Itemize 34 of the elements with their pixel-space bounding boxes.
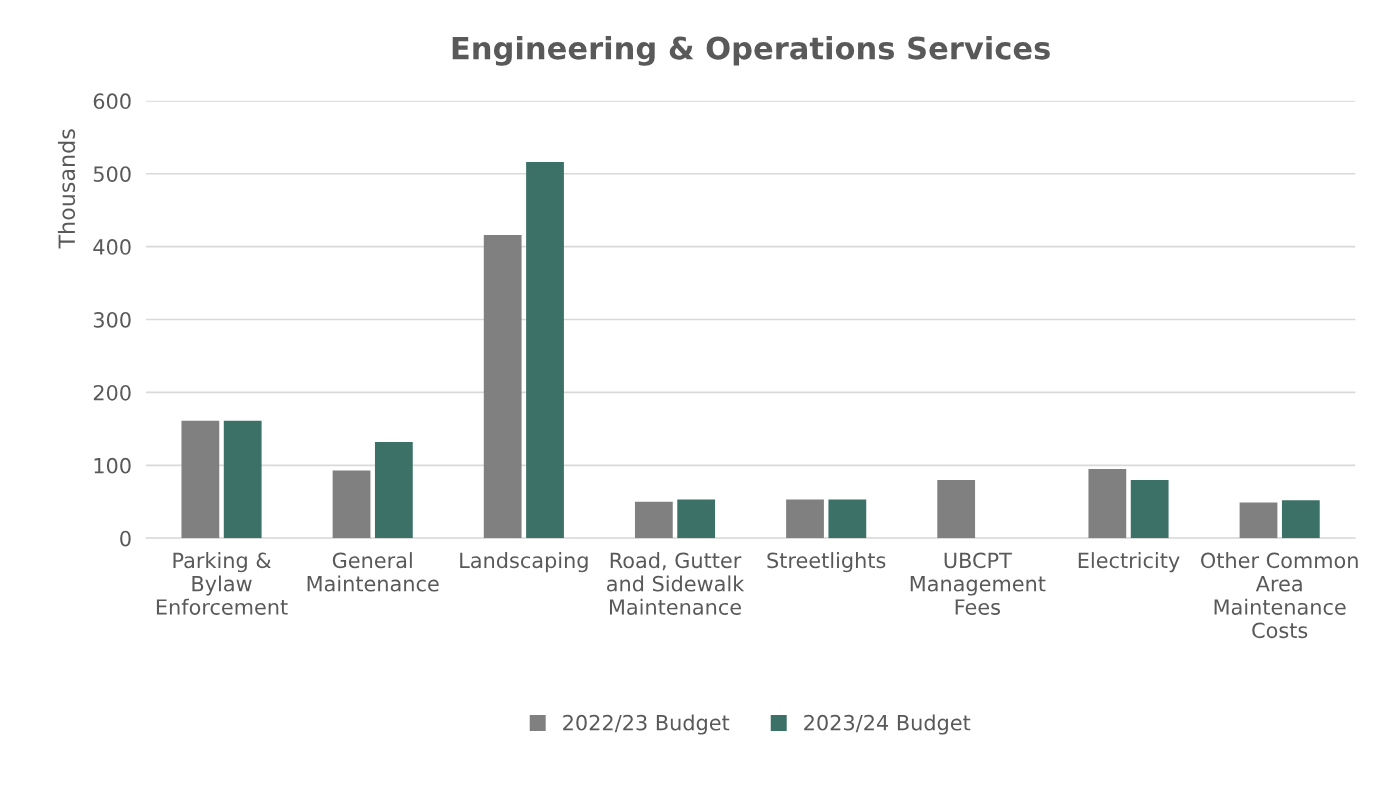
y-tick-label: 600 — [93, 93, 131, 110]
chart-title: Engineering & Operations Services — [452, 35, 1050, 66]
x-tick-label: Landscaping — [460, 552, 588, 573]
bar — [1239, 502, 1278, 539]
legend-label: 2023/24 Budget — [804, 714, 971, 735]
bar — [374, 441, 413, 539]
y-axis-title: Thousands — [57, 129, 76, 249]
x-tick-label: Road, Gutter and Sidewalk Maintenance — [607, 552, 745, 615]
bar — [1088, 468, 1127, 539]
y-tick-label: 200 — [93, 384, 131, 401]
bar — [483, 234, 522, 539]
y-tick-label: 400 — [93, 239, 131, 255]
bar — [828, 499, 867, 539]
x-tick-label: Parking & Bylaw Enforcement — [156, 552, 288, 615]
y-tick-label: 500 — [93, 166, 131, 182]
y-tick-label: 0 — [120, 530, 131, 547]
x-tick-label: Electricity — [1078, 552, 1180, 573]
y-tick-label: 100 — [94, 457, 131, 474]
legend-label: 2022/23 Budget — [563, 714, 730, 735]
bar — [223, 420, 262, 539]
bar — [1281, 500, 1320, 539]
bar — [332, 470, 371, 539]
bar — [937, 479, 976, 539]
bar — [786, 499, 824, 539]
y-tick-label: 300 — [93, 311, 131, 328]
x-tick-label: Other Common Area Maintenance Costs — [1201, 552, 1358, 639]
x-tick-label: General Maintenance — [307, 552, 439, 592]
bar — [181, 420, 220, 539]
x-tick-label: UBCPT Management Fees — [910, 552, 1046, 615]
bar — [1130, 479, 1169, 539]
bar — [677, 499, 716, 539]
bar — [526, 162, 564, 539]
bar — [634, 501, 673, 539]
x-tick-label: Streetlights — [767, 552, 886, 573]
